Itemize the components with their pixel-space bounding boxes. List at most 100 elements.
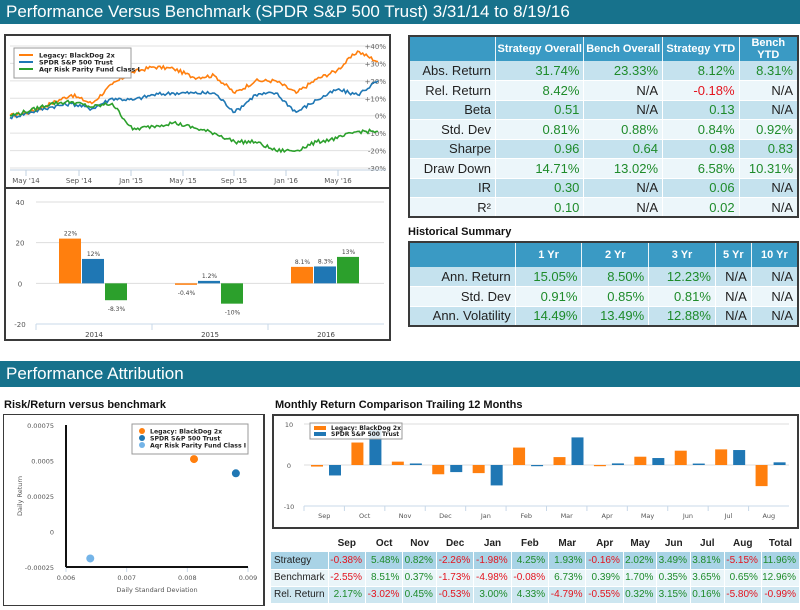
monthly-column-header: Dec [445, 538, 465, 549]
historical-cell: N/A [751, 286, 799, 307]
monthly-column-header: Mar [558, 538, 577, 549]
stats-cell: N/A [739, 100, 799, 120]
monthly-bar [409, 463, 422, 465]
monthly-cell: 0.45% [402, 586, 437, 604]
annual-bar-label: -8.3% [108, 306, 126, 313]
historical-summary-table: 1 Yr 2 Yr 3 Yr 5 Yr 10 Yr Ann. Return 15.05% 8.… [408, 241, 799, 327]
monthly-x-tick-label: Feb [521, 512, 533, 520]
line-y-tick-label: -20% [368, 148, 386, 156]
scatter-y-tick-label: 0.00025 [27, 493, 54, 501]
historical-column-header: 2 Yr [581, 242, 650, 267]
line-y-tick-label: 0% [375, 113, 386, 121]
monthly-row-label: Benchmark [271, 569, 329, 587]
historical-summary-title: Historical Summary [408, 226, 512, 238]
scatter-legend-label: SPDR S&P 500 Trust [150, 436, 220, 443]
monthly-bar [531, 465, 544, 467]
monthly-cell: -3.02% [365, 586, 404, 604]
line-y-tick-label: +40% [365, 43, 387, 51]
monthly-x-tick-label: Mar [561, 512, 574, 520]
annual-x-tick-label: 2014 [85, 331, 103, 339]
stats-cell: 0.92% [739, 119, 799, 140]
monthly-x-tick-label: Jan [480, 512, 491, 520]
scatter-y-tick-label: -0.00025 [25, 564, 54, 572]
monthly-cell: 3.81% [690, 552, 725, 570]
monthly-bar [652, 458, 665, 465]
line-x-tick-label: Jan '15 [118, 177, 143, 185]
monthly-bar [755, 465, 768, 487]
monthly-cell: -0.08% [511, 569, 550, 587]
historical-cell: N/A [751, 306, 799, 326]
monthly-column-header: Feb [521, 538, 539, 549]
monthly-x-tick-label: Apr [602, 512, 614, 520]
historical-row-label: Std. Dev [409, 286, 516, 307]
stats-row: Rel. Return 8.42% N/A -0.18% N/A [409, 80, 799, 101]
annual-bar [105, 283, 127, 301]
stats-row-label: Beta [409, 100, 496, 120]
scatter-legend-marker [139, 435, 145, 441]
monthly-bar [472, 465, 485, 474]
stats-row: IR 0.30 N/A 0.06 N/A [409, 178, 799, 198]
monthly-cell: 3.49% [656, 552, 691, 570]
monthly-cell: -5.80% [724, 586, 762, 604]
scatter-legend-marker [139, 428, 145, 434]
monthly-legend-label: Legacy: BlackDog 2x [331, 425, 401, 432]
attribution-title: Performance Attribution [6, 364, 184, 383]
monthly-legend-label: SPDR S&P 500 Trust [331, 431, 399, 438]
monthly-x-tick-label: May [641, 512, 655, 520]
scatter-x-tick-label: 0.006 [57, 574, 76, 582]
annual-y-tick-label: -20 [14, 321, 25, 329]
historical-column-header: 10 Yr [751, 242, 799, 267]
stats-row-label: Draw Down [409, 158, 496, 179]
monthly-cell: 5.48% [365, 552, 404, 570]
monthly-column-header: Aug [733, 538, 753, 549]
monthly-cell: -4.79% [548, 586, 587, 604]
monthly-bar [571, 437, 584, 465]
line-series-2 [9, 99, 378, 154]
monthly-cell: 0.37% [402, 569, 437, 587]
historical-cell: 12.23% [648, 267, 716, 287]
scatter-x-tick-label: 0.008 [178, 574, 197, 582]
stats-cell: 0.51 [495, 100, 585, 120]
monthly-column-header: May [630, 538, 650, 549]
stats-cell: 0.96 [495, 139, 585, 159]
monthly-cell: 2.17% [328, 586, 366, 604]
annual-bar-label: 8.1% [295, 259, 311, 266]
historical-cell: 13.49% [581, 306, 650, 326]
line-x-tick-label: Sep '15 [221, 177, 247, 185]
monthly-legend-swatch [314, 432, 326, 436]
stats-cell: 8.12% [662, 61, 740, 81]
stats-cell: 0.30 [495, 178, 585, 198]
historical-cell: 8.50% [581, 267, 650, 287]
line-legend-label: SPDR S&P 500 Trust [39, 59, 113, 67]
stats-cell: 13.02% [583, 158, 664, 179]
scatter-x-axis-label: Daily Standard Deviation [116, 586, 197, 594]
annual-bar [314, 266, 336, 284]
monthly-bar [391, 461, 404, 465]
stats-table: Strategy Overall Bench Overall Strategy YT… [408, 35, 799, 218]
stats-cell: N/A [739, 80, 799, 101]
historical-column-header [409, 242, 516, 267]
line-y-tick-label: -30% [368, 165, 386, 173]
scatter-y-tick-label: 0 [50, 529, 54, 537]
stats-cell: 0.98 [662, 139, 740, 159]
monthly-bar [692, 463, 705, 465]
monthly-bar [329, 465, 341, 476]
monthly-cell: -0.38% [328, 552, 366, 570]
annual-bar-label: 1.2% [202, 273, 218, 280]
historical-cell: N/A [715, 267, 752, 287]
monthly-x-tick-label: Aug [762, 512, 775, 520]
stats-column-header: Strategy YTD [662, 36, 740, 61]
monthly-x-tick-label: Jul [723, 512, 732, 520]
stats-cell: 0.84% [662, 119, 740, 140]
stats-cell: N/A [583, 100, 664, 120]
monthly-cell: 3.00% [473, 586, 512, 604]
line-series-0 [9, 50, 379, 118]
annual-bar-chart-svg: 40 20 0 -20 2014 22% 12% -8.3% 2015 -0.4% 1.2% -10%… [14, 199, 384, 339]
monthly-cell: -0.16% [585, 552, 624, 570]
annual-bar-label: 22% [64, 231, 78, 238]
monthly-cell: -0.55% [585, 586, 624, 604]
monthly-cell: 8.51% [365, 569, 404, 587]
monthly-x-tick-label: Jun [682, 512, 693, 520]
monthly-cell: 2.02% [623, 552, 658, 570]
monthly-cell: -1.98% [473, 552, 512, 570]
